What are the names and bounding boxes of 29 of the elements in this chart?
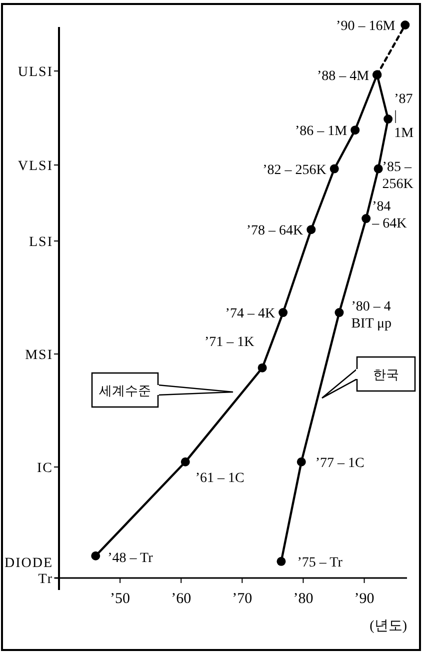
annotation: ’85 – 256K [382, 160, 414, 192]
annotation: ’75 – Tr [297, 555, 343, 570]
x-tick-label: ’50 [110, 591, 130, 607]
annotation: ’77 – 1C [315, 456, 364, 471]
annotation: ’86 – 1M [294, 124, 348, 140]
annotation: ’90 – 16M [336, 19, 396, 34]
annotation: ’88 – 4M [316, 68, 370, 84]
text: LSI [29, 235, 53, 250]
text: IC [37, 461, 53, 476]
x-tick-label: ’90 [354, 591, 374, 607]
annotation: ’82 – 256K [262, 162, 326, 178]
text: MSI [25, 348, 53, 363]
x-axis-title: (년도) [370, 619, 408, 634]
x-tick-label: ’80 [293, 591, 314, 607]
text: 세계수준 [99, 384, 151, 399]
x-tick-label: ’60 [171, 591, 192, 607]
annotation: ’87 | 1M [394, 92, 414, 142]
annotation: ’74 – 4K [225, 306, 276, 322]
x-tick-label: ’70 [232, 591, 252, 607]
annotation: ’80 – 4 BIT μp [351, 300, 392, 332]
annotation: ’48 – Tr [108, 550, 154, 566]
text: VLSI [18, 159, 53, 174]
annotation: ’78 – 64K [246, 224, 304, 239]
annotation: ’84 – 64K [371, 200, 407, 232]
annotation: ’61 – 1C [195, 470, 244, 486]
annotation: ’71 – 1K [204, 334, 254, 350]
text: DIODE Tr [4, 556, 53, 587]
text: ULSI [18, 65, 53, 80]
legend-label: 한국 [373, 368, 399, 383]
